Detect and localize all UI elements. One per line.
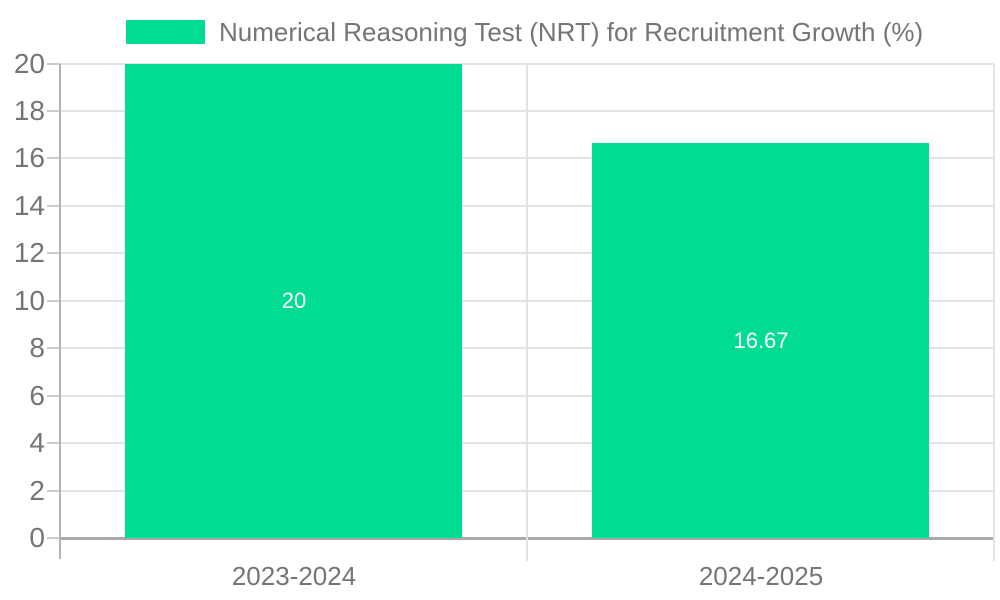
y-axis-tick-label: 10 [13, 285, 45, 316]
y-axis-tick [47, 395, 60, 397]
y-axis-tick [47, 490, 60, 492]
y-axis-tick-label: 0 [29, 522, 45, 553]
x-axis-category-label: 2023-2024 [231, 561, 357, 591]
category-boundary-gridline [526, 64, 528, 561]
y-axis-tick-label: 6 [29, 380, 45, 411]
bar[interactable] [125, 64, 462, 538]
y-axis-tick [47, 300, 60, 302]
y-axis-tick-label: 8 [29, 332, 45, 363]
bar[interactable] [592, 143, 929, 538]
y-axis-tick [47, 157, 60, 159]
y-axis-tick-label: 4 [29, 427, 45, 458]
y-axis-tick [47, 347, 60, 349]
y-axis-tick [47, 205, 60, 207]
y-axis-tick [47, 537, 60, 539]
y-axis-tick-label: 16 [13, 142, 45, 173]
y-axis-tick-label: 18 [13, 95, 45, 126]
legend-swatch [126, 20, 205, 44]
y-axis-tick-label: 2 [29, 475, 45, 506]
y-axis-line [59, 64, 61, 559]
x-axis-category-label: 2024-2025 [698, 561, 824, 591]
legend-label: Numerical Reasoning Test (NRT) for Recru… [219, 17, 924, 47]
category-boundary-gridline [993, 64, 995, 561]
y-axis-tick [47, 63, 60, 65]
y-axis-tick-label: 14 [13, 190, 45, 221]
bar-value-label: 16.67 [733, 328, 789, 353]
y-axis-tick-label: 12 [13, 237, 45, 268]
y-axis-tick-label: 20 [13, 48, 45, 79]
y-axis-tick [47, 252, 60, 254]
y-axis-tick [47, 442, 60, 444]
y-axis-tick [47, 110, 60, 112]
bar-value-label: 20 [281, 288, 307, 313]
legend: Numerical Reasoning Test (NRT) for Recru… [126, 18, 923, 46]
